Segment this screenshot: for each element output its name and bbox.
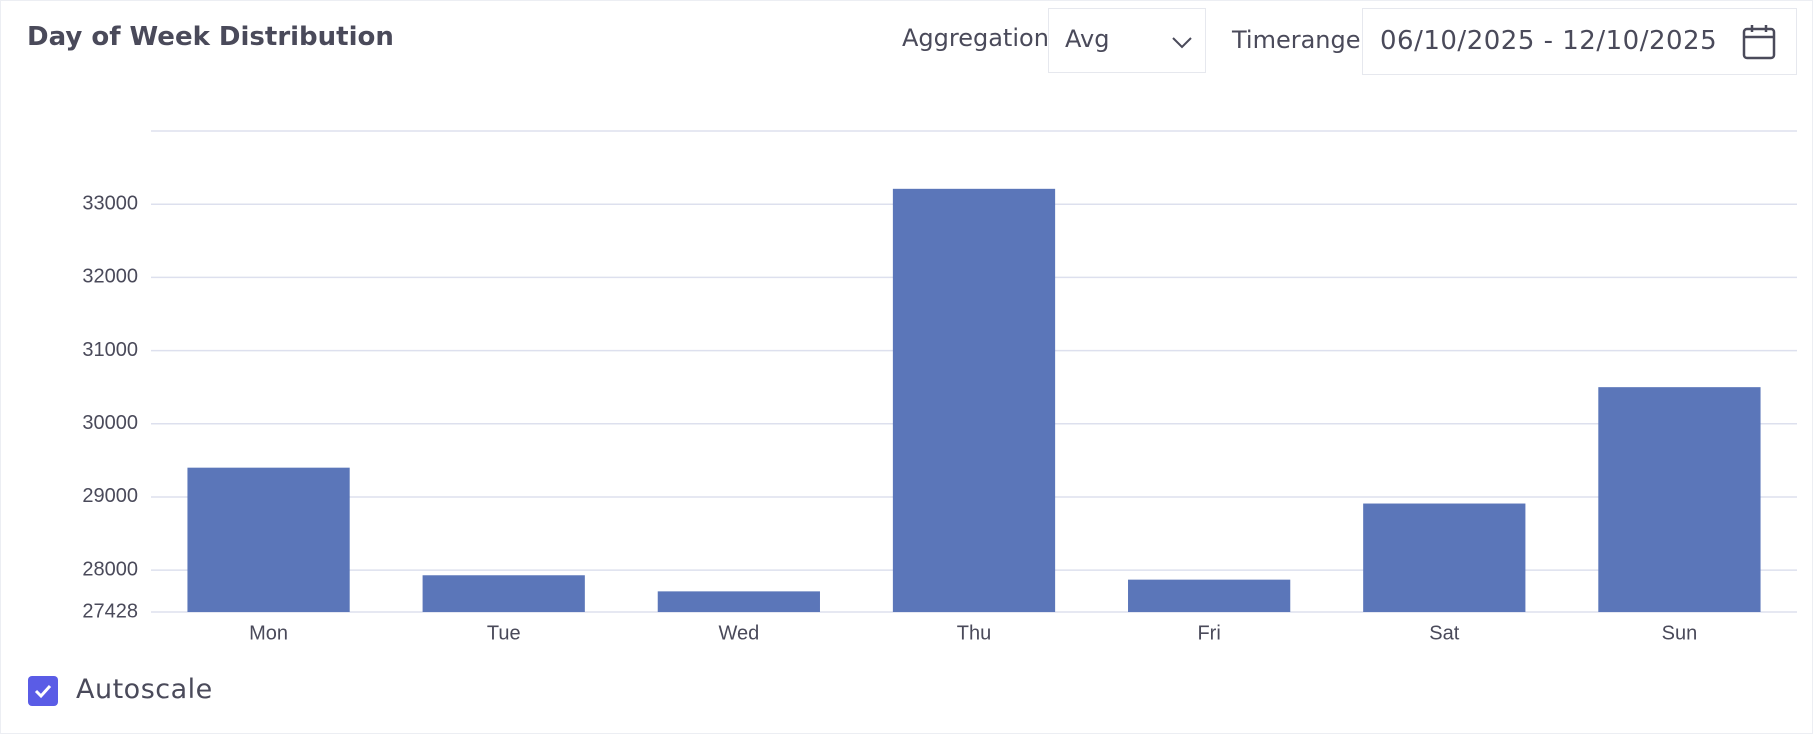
title: Day of Week Distribution <box>27 22 394 52</box>
bar <box>1128 579 1291 612</box>
y-tick-label: 29000 <box>82 485 138 507</box>
aggregation-select[interactable]: Avg <box>1048 8 1206 73</box>
autoscale-checkbox[interactable] <box>28 676 58 706</box>
x-tick-label: Mon <box>249 622 288 644</box>
y-tick-label: 27428 <box>82 600 138 622</box>
bar <box>1363 503 1526 612</box>
timerange-value: 06/10/2025 - 12/10/2025 <box>1380 26 1718 56</box>
autoscale-label: Autoscale <box>76 674 213 705</box>
check <box>34 684 52 699</box>
timerange-label: Timerange <box>1232 26 1361 54</box>
timerange-input[interactable]: 06/10/2025 - 12/10/2025 <box>1362 8 1797 75</box>
x-tick-label: Wed <box>718 622 759 644</box>
x-tick-label: Fri <box>1197 622 1220 644</box>
y-tick-label: 28000 <box>82 558 138 580</box>
x-tick-label: Tue <box>487 622 521 644</box>
bar <box>1598 387 1761 612</box>
bar <box>892 188 1056 613</box>
y-tick-label: 31000 <box>82 339 138 361</box>
x-tick-label: Sat <box>1429 622 1459 644</box>
aggregation-value: Avg <box>1065 25 1110 53</box>
x-tick-label: Sun <box>1662 622 1698 644</box>
bar <box>187 467 350 612</box>
bar <box>657 591 820 612</box>
bar <box>422 575 585 612</box>
x-tick-label: Thu <box>957 622 991 644</box>
aggregation-label: Aggregation <box>902 24 1049 52</box>
chevron <box>1172 37 1192 49</box>
y-tick-label: 33000 <box>82 192 138 214</box>
y-tick-label: 30000 <box>82 412 138 434</box>
chart: 27428 28000 29000 30000 31000 32000 33000 Mon Tu… <box>82 130 1797 644</box>
y-tick-label: 32000 <box>82 266 138 288</box>
calendar-icon <box>1742 25 1776 60</box>
